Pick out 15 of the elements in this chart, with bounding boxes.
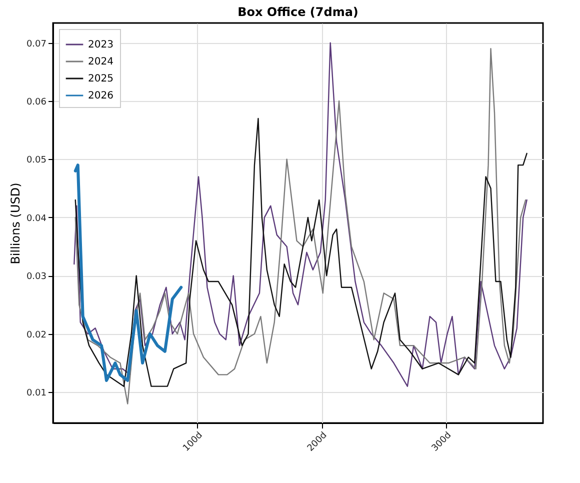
y-tick-label: 0.04 (26, 214, 47, 224)
y-tick-label: 0.02 (26, 330, 46, 340)
line-series (74, 118, 528, 387)
y-tick-label: 0.06 (26, 98, 47, 108)
line-series (74, 164, 183, 382)
y-axis-title: Billions (USD) (8, 182, 22, 264)
legend-label: 2026 (88, 90, 114, 102)
legend-label: 2024 (88, 56, 114, 68)
chart-title: Box Office (7dma) (238, 5, 358, 19)
legend-label: 2023 (88, 40, 114, 50)
y-tick-label: 0.07 (26, 39, 46, 50)
legend-label: 2025 (88, 74, 114, 84)
y-tick-label: 0.03 (26, 272, 46, 282)
y-tick-label: 0.01 (26, 388, 46, 399)
y-tick-label: 0.05 (26, 156, 46, 166)
